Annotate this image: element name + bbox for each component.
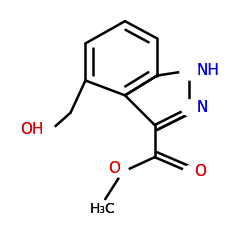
Text: N: N [197, 100, 208, 115]
Text: O: O [194, 164, 206, 180]
Text: OH: OH [20, 122, 44, 138]
Text: H₃C: H₃C [90, 202, 116, 216]
Circle shape [183, 166, 196, 178]
Circle shape [181, 100, 197, 116]
Circle shape [116, 166, 129, 178]
Text: OH: OH [20, 122, 44, 138]
Text: NH: NH [197, 63, 220, 78]
Circle shape [40, 124, 56, 140]
Circle shape [180, 61, 199, 80]
Text: N: N [197, 100, 208, 115]
Text: O: O [194, 164, 206, 180]
Text: O: O [108, 161, 120, 176]
Text: O: O [108, 161, 120, 176]
Text: NH: NH [197, 63, 220, 78]
Text: H₃C: H₃C [90, 202, 116, 216]
